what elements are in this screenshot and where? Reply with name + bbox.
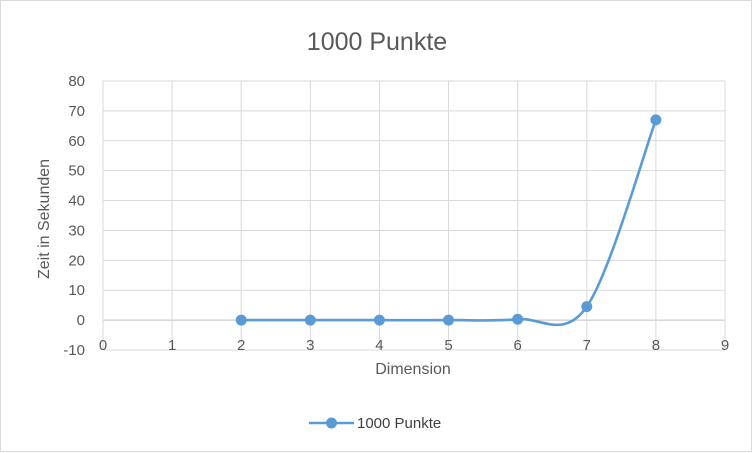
x-tick-label: 4	[375, 337, 383, 354]
y-tick-label: 70	[68, 103, 85, 120]
data-point[interactable]	[581, 301, 593, 313]
x-tick-label: 5	[444, 337, 452, 354]
y-axis-tick-labels: -10 0 10 20 30 40 50 60 70 80	[63, 73, 85, 359]
x-tick-label: 3	[306, 337, 314, 354]
series-group	[235, 114, 662, 327]
x-axis-tick-labels: 0 1 2 3 4 5 6 7 8 9	[99, 337, 729, 354]
x-tick-label: 8	[652, 337, 660, 354]
x-axis-title: Dimension	[375, 361, 451, 378]
legend-label: 1000 Punkte	[357, 415, 441, 432]
gridlines	[102, 80, 726, 351]
data-point[interactable]	[512, 313, 524, 325]
y-tick-label: 60	[68, 133, 85, 150]
x-tick-label: 6	[513, 337, 521, 354]
x-tick-label: 0	[99, 337, 107, 354]
data-point[interactable]	[235, 314, 247, 326]
y-tick-label: 30	[68, 222, 85, 239]
data-point[interactable]	[443, 314, 455, 326]
x-tick-label: 1	[168, 337, 176, 354]
y-axis-title: Zeit in Sekunden	[36, 159, 53, 279]
data-point[interactable]	[304, 314, 316, 326]
y-tick-label: 50	[68, 163, 85, 180]
y-tick-label: 80	[68, 73, 85, 90]
y-tick-label: 10	[68, 282, 85, 299]
legend[interactable]: 1000 Punkte	[309, 415, 441, 432]
x-tick-label: 2	[237, 337, 245, 354]
y-tick-label: 0	[77, 312, 85, 329]
y-tick-label: 20	[68, 252, 85, 269]
data-point[interactable]	[373, 314, 385, 326]
y-tick-label: -10	[63, 342, 85, 359]
legend-marker	[326, 417, 337, 429]
chart-title: 1000 Punkte	[307, 28, 447, 56]
x-tick-label: 7	[583, 337, 591, 354]
x-tick-label: 9	[721, 337, 729, 354]
data-point[interactable]	[650, 114, 662, 126]
y-tick-label: 40	[68, 193, 85, 210]
